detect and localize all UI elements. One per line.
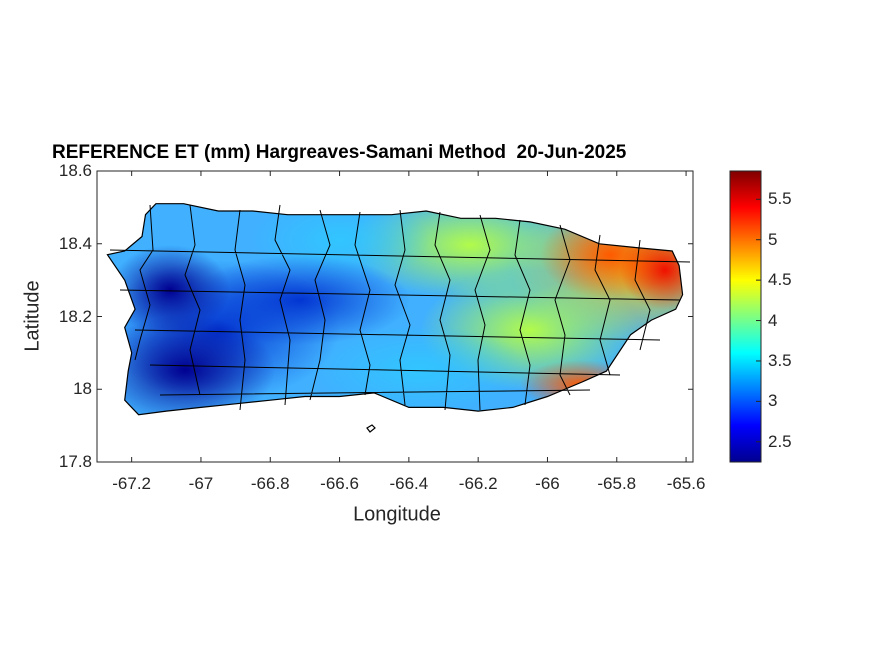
colorbar-tick-label: 2.5 [768, 431, 792, 451]
y-tick-label: 17.8 [58, 452, 92, 471]
x-tick-label: -66.6 [320, 474, 359, 493]
x-tick-label: -67 [188, 474, 214, 493]
y-tick-label: 18.6 [58, 161, 92, 180]
municipality-boundaries [106, 203, 691, 433]
x-tick-label: -66.4 [389, 474, 429, 493]
colorbar-tick-label: 3.5 [768, 350, 792, 370]
x-tick-label: -67.2 [112, 474, 152, 493]
y-tick-label: 18 [73, 379, 92, 399]
x-tick-label: -66.8 [250, 474, 290, 493]
x-tick-label: -66 [535, 474, 560, 493]
x-axis-label: Longitude [353, 503, 441, 526]
vieques-island [366, 424, 376, 433]
y-tick-label: 18.2 [58, 306, 92, 326]
colorbar-tick-label: 4.5 [768, 270, 792, 290]
y-axis-label: Latitude [21, 280, 44, 352]
colorbar-tick-label: 4 [768, 310, 778, 330]
colorbar-tick-label: 5.5 [768, 189, 792, 209]
x-tick-label: -65.8 [597, 474, 637, 493]
colorbar-tick-label: 5 [768, 229, 778, 249]
chart-title: REFERENCE ET (mm) Hargreaves-Samani Meth… [52, 142, 627, 163]
x-tick-label: -66.2 [458, 474, 498, 493]
colorbar-tick-label: 3 [768, 391, 778, 411]
y-tick-label: 18.4 [58, 233, 92, 253]
x-tick-label: -65.6 [666, 474, 706, 493]
boundary-lines [109, 204, 691, 411]
